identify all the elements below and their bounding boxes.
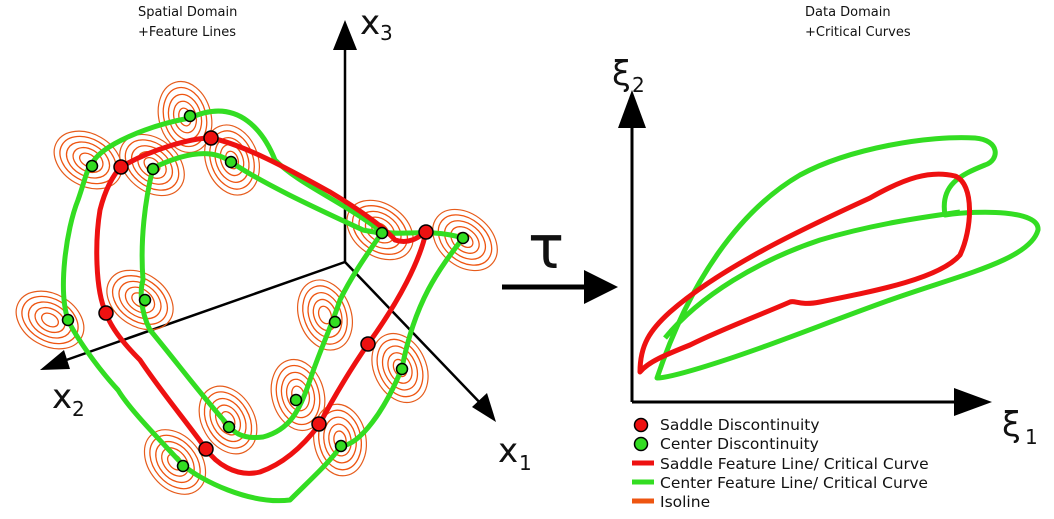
saddle-point bbox=[198, 441, 214, 457]
data-title-line1: Data Domain bbox=[805, 5, 891, 20]
tau-symbol: τ bbox=[528, 213, 564, 283]
center-point bbox=[456, 231, 470, 245]
legend-saddle-marker bbox=[633, 417, 649, 433]
saddle-point bbox=[203, 130, 219, 146]
xi2-axis-label: ξ bbox=[612, 54, 631, 94]
spatial-title-line1: Spatial Domain bbox=[138, 5, 237, 20]
center-point bbox=[183, 109, 197, 123]
spatial-axes bbox=[40, 20, 496, 422]
xi1-arrow bbox=[954, 388, 992, 416]
center-critical-curve bbox=[654, 135, 1041, 381]
legend-isoline: Isoline bbox=[660, 493, 710, 511]
x1-axis bbox=[344, 261, 486, 409]
center-discontinuities bbox=[61, 109, 470, 473]
center-point bbox=[375, 226, 389, 240]
x1-axis-subscript: 1 bbox=[519, 451, 532, 475]
xi1-axis-label: ξ bbox=[1002, 405, 1021, 445]
center-point bbox=[85, 159, 99, 173]
data-title-line2: +Critical Curves bbox=[805, 25, 911, 40]
legend-center-feature-line: Center Feature Line/ Critical Curve bbox=[660, 474, 928, 492]
saddle-critical-curve bbox=[637, 171, 972, 375]
center-point bbox=[328, 315, 342, 329]
isolines bbox=[5, 74, 510, 507]
xi2-arrow bbox=[618, 90, 646, 128]
center-point bbox=[334, 439, 348, 453]
saddle-discontinuities bbox=[98, 130, 434, 457]
x2-axis bbox=[51, 260, 346, 367]
saddle-point bbox=[113, 159, 129, 175]
xi2-axis-subscript: 2 bbox=[632, 73, 645, 97]
center-feature-line-inner bbox=[138, 151, 384, 441]
mapping-arrow bbox=[502, 270, 618, 304]
center-feature-line-outer bbox=[60, 108, 466, 504]
critical-curves bbox=[637, 135, 1041, 381]
legend-saddle-feature-line: Saddle Feature Line/ Critical Curve bbox=[660, 455, 929, 473]
legend-center-discontinuity: Center Discontinuity bbox=[660, 435, 819, 453]
x2-axis-subscript: 2 bbox=[72, 397, 85, 421]
center-point bbox=[146, 162, 160, 176]
center-point bbox=[224, 155, 238, 169]
center-point bbox=[395, 362, 409, 376]
x3-axis-subscript: 3 bbox=[380, 21, 393, 45]
x1-arrow bbox=[472, 393, 496, 422]
legend-saddle-discontinuity: Saddle Discontinuity bbox=[660, 416, 820, 434]
legend: Saddle Discontinuity Center Discontinuit… bbox=[632, 416, 929, 511]
saddle-point bbox=[418, 224, 434, 240]
saddle-point bbox=[98, 305, 114, 321]
data-axes bbox=[618, 90, 992, 416]
center-point bbox=[222, 420, 236, 434]
x3-arrow bbox=[333, 20, 357, 50]
xi1-axis-subscript: 1 bbox=[1025, 425, 1038, 449]
saddle-point bbox=[360, 336, 376, 352]
x2-arrow bbox=[40, 350, 70, 370]
legend-center-marker bbox=[633, 436, 649, 452]
center-point bbox=[289, 393, 303, 407]
saddle-point bbox=[311, 416, 327, 432]
center-point bbox=[138, 293, 152, 307]
center-point bbox=[176, 459, 190, 473]
x2-axis-label: x bbox=[52, 377, 72, 417]
x1-axis-label: x bbox=[498, 431, 518, 471]
x3-axis-label: x bbox=[360, 3, 380, 43]
center-point bbox=[61, 313, 75, 327]
spatial-title-line2: +Feature Lines bbox=[138, 25, 236, 40]
